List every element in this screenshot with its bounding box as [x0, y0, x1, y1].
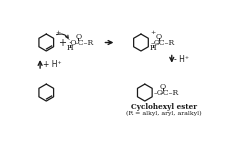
Text: Cyclohexyl ester: Cyclohexyl ester: [131, 103, 196, 111]
Text: O: O: [159, 83, 165, 91]
Text: H: H: [67, 44, 73, 52]
Text: –O: –O: [153, 89, 163, 97]
Text: O: O: [155, 33, 161, 41]
Text: (R = alkyl, aryl, aralkyl): (R = alkyl, aryl, aralkyl): [126, 111, 201, 116]
Text: –O: –O: [150, 39, 160, 46]
Text: - H⁺: - H⁺: [173, 55, 188, 64]
Text: +: +: [149, 30, 154, 35]
Text: –C–R: –C–R: [159, 89, 178, 97]
Text: O: O: [75, 33, 81, 41]
Text: H: H: [149, 44, 155, 52]
Text: –C–R: –C–R: [74, 39, 94, 46]
Text: +: +: [55, 30, 60, 35]
Text: ·O: ·O: [68, 39, 77, 46]
Text: ··: ··: [67, 37, 71, 42]
Text: +: +: [58, 38, 66, 48]
Text: –C–R: –C–R: [155, 39, 174, 46]
Text: + H⁺: + H⁺: [43, 60, 62, 69]
